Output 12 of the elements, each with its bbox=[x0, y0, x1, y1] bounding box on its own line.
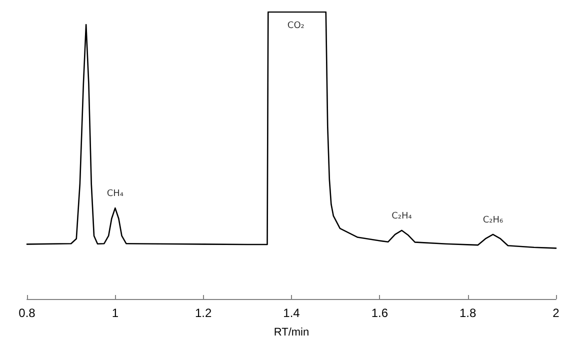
annotation: C₂H₄ bbox=[392, 211, 412, 222]
x-tick-label: 1.8 bbox=[459, 306, 476, 320]
x-tick-label: 1 bbox=[112, 306, 119, 320]
x-axis-title: RT/min bbox=[274, 326, 310, 338]
x-tick-label: 1.4 bbox=[283, 306, 300, 320]
annotation: CO₂ bbox=[287, 21, 305, 31]
x-tick-label: 1.6 bbox=[371, 306, 388, 320]
x-tick-label: 2 bbox=[552, 306, 560, 320]
annotation: C₂H₆ bbox=[482, 215, 504, 226]
x-tick-label: 1.2 bbox=[194, 306, 212, 320]
x-tick-label: 0.8 bbox=[18, 306, 36, 320]
annotation: CH₄ bbox=[106, 189, 124, 200]
